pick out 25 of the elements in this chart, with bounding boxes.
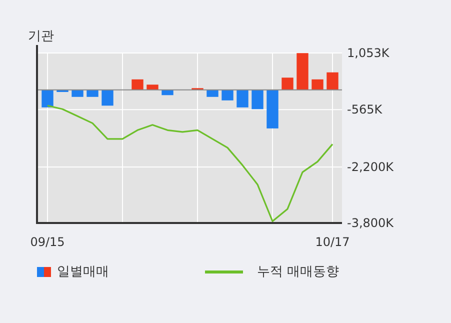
bar bbox=[266, 90, 278, 128]
bar bbox=[312, 79, 324, 90]
y-tick-label: -565K bbox=[347, 102, 384, 117]
bar bbox=[42, 90, 54, 108]
bar bbox=[132, 79, 144, 90]
line-series bbox=[46, 104, 334, 222]
bar bbox=[72, 90, 84, 97]
bar bbox=[296, 53, 308, 90]
y-tick-label: 1,053K bbox=[347, 46, 390, 60]
y-tick-label: -2,200K bbox=[347, 160, 395, 174]
bar bbox=[86, 90, 98, 97]
bar bbox=[236, 90, 248, 108]
x-tick-label: 10/17 bbox=[315, 235, 350, 249]
bar bbox=[282, 78, 294, 90]
chart-title: 기관 bbox=[28, 29, 54, 44]
bar bbox=[222, 90, 234, 100]
bar bbox=[252, 90, 264, 110]
bar bbox=[146, 84, 158, 90]
bar bbox=[102, 90, 114, 106]
bar bbox=[326, 72, 338, 90]
x-tick-label: 09/15 bbox=[30, 235, 65, 249]
legend-label: 일별매매 bbox=[57, 264, 109, 280]
bar bbox=[206, 90, 218, 97]
y-tick-label: -3,800K bbox=[347, 216, 395, 230]
legend-label: 누적 매매동향 bbox=[257, 264, 340, 280]
